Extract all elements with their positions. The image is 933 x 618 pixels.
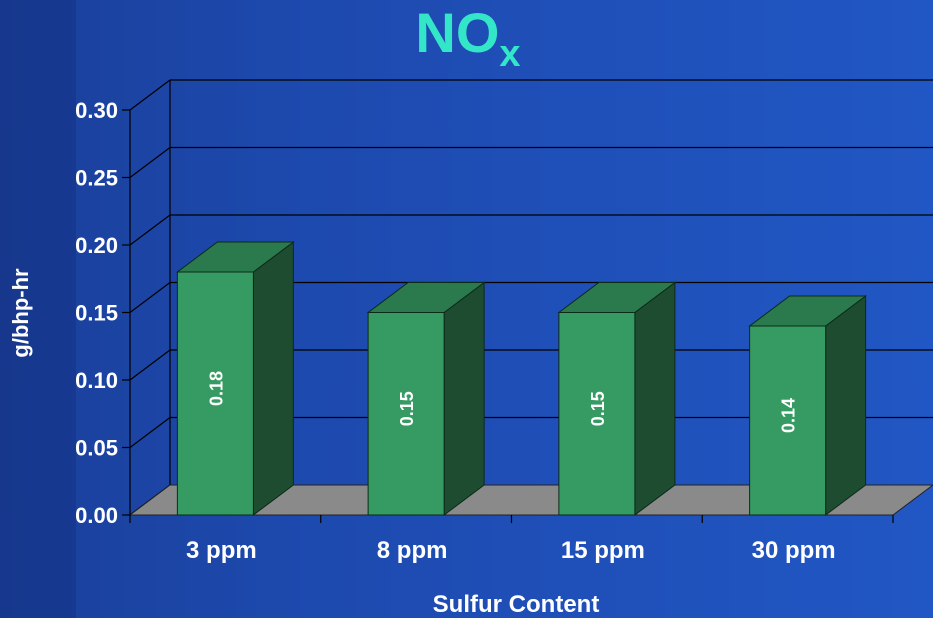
bar-side: [634, 281, 676, 516]
y-tick-label: 0.20: [75, 233, 118, 258]
axis-layer: 0.00 0.05 0.10 0.15 0.20 0.25 0.30 3 ppm 8 ppm 15…: [75, 98, 894, 564]
y-tick-label: 0.15: [75, 301, 118, 326]
bar: [367, 312, 445, 516]
x-tick-label: 3 ppm: [186, 537, 257, 564]
bar-group: 0.14: [748, 295, 868, 516]
gridline-diagonal: [129, 282, 171, 313]
x-axis-label: Sulfur Content: [433, 591, 600, 618]
bars-layer: 0.18 0.15 0.15 0.14: [175, 241, 868, 516]
background-side-strip: [0, 0, 76, 618]
chart-title-subscript: x: [499, 33, 520, 75]
data-label: 0.15: [397, 391, 417, 426]
data-label: 0.18: [206, 371, 226, 406]
y-axis-label: g/bhp-hr: [8, 268, 33, 358]
data-label: 0.14: [779, 398, 799, 433]
gridline-diagonal: [129, 417, 171, 448]
bar-group: 0.15: [366, 281, 486, 516]
x-tick-label: 30 ppm: [752, 537, 836, 564]
bar-group: 0.18: [175, 241, 295, 516]
gridline-diagonal: [129, 147, 171, 178]
y-tick-label: 0.25: [75, 166, 118, 191]
gridline-diagonal: [129, 349, 171, 381]
bar: [176, 271, 254, 516]
y-tick-label: 0.10: [75, 368, 118, 393]
bar-side: [825, 295, 867, 516]
chart-title-main: NO: [415, 1, 499, 64]
chart-title: NOx: [415, 1, 520, 75]
x-tick-label: 15 ppm: [561, 537, 645, 564]
data-label: 0.15: [588, 391, 608, 426]
grid-layer: [129, 79, 933, 516]
gridline-diagonal: [129, 214, 171, 246]
bar: [558, 312, 636, 516]
bar-group: 0.15: [557, 281, 677, 516]
y-tick-label: 0.00: [75, 503, 118, 528]
bar-side: [443, 281, 485, 516]
y-tick-label: 0.05: [75, 436, 118, 461]
bar: [749, 325, 827, 516]
chart-floor-layer: [128, 484, 933, 516]
x-tick-label: 8 ppm: [377, 537, 448, 564]
gridline-diagonal: [129, 79, 171, 111]
bar-side: [252, 241, 294, 516]
chart-floor: [128, 484, 933, 516]
svg-text:NOx: NOx: [415, 1, 520, 75]
y-tick-label: 0.30: [75, 98, 118, 123]
